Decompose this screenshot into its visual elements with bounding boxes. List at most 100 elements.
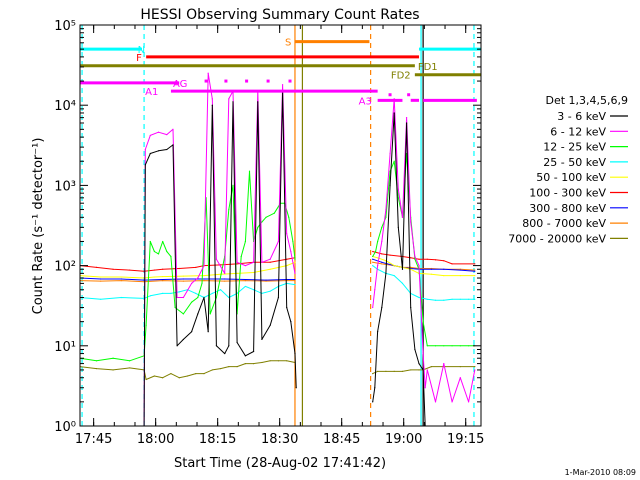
- point-6-12-kev-0-14: [224, 272, 226, 274]
- point-3-6-kev-0-4: [166, 148, 168, 151]
- legend-label-1: 6 - 12 keV: [550, 125, 606, 138]
- point-25-50-kev-0-4: [149, 295, 151, 297]
- point-6-12-kev-0-23: [277, 240, 280, 243]
- flag-label-s: S: [285, 38, 291, 49]
- point-6-12-kev-0-2: [149, 134, 151, 137]
- point-100-300-kev-1-7: [434, 259, 437, 261]
- point-3-6-kev-0-21: [261, 338, 263, 341]
- point-6-12-kev-0-1: [144, 148, 146, 151]
- point-6-12-kev-0-6: [176, 296, 178, 299]
- series-6-12-kev-segment-0: [143, 72, 296, 426]
- point-7000-20000-kev-1-1: [377, 370, 379, 372]
- point-100-300-kev-1-6: [426, 258, 428, 260]
- legend-label-5: 100 - 300 keV: [529, 187, 606, 200]
- point-7000-20000-kev-0-1: [95, 367, 98, 370]
- point-300-800-kev-0-6: [203, 278, 205, 280]
- point-6-12-kev-1-15: [426, 369, 428, 371]
- point-7000-20000-kev-0-7: [162, 377, 164, 379]
- point-6-12-kev-0-22: [269, 258, 271, 260]
- point-3-6-kev-0-18: [244, 355, 246, 357]
- legend-label-0: 3 - 6 keV: [557, 110, 606, 123]
- point-12-25-kev-0-3: [129, 360, 131, 362]
- series-6-12-kev-segment-1: [372, 98, 476, 403]
- point-6-12-kev-0-13: [215, 258, 218, 260]
- point-12-25-kev-0-13: [182, 313, 184, 315]
- point-3-6-kev-0-7: [182, 338, 184, 341]
- point-300-800-kev-0-11: [294, 278, 296, 281]
- y-tick-label-5: 10⁵: [54, 19, 76, 34]
- point-100-300-kev-0-1: [95, 266, 98, 268]
- point-50-100-kev-0-13: [294, 261, 296, 263]
- point-100-300-kev-1-0: [372, 250, 374, 253]
- flag-dot-2: [245, 79, 249, 83]
- point-25-50-kev-0-7: [178, 291, 180, 293]
- point-12-25-kev-0-10: [166, 250, 168, 253]
- point-6-12-kev-1-10: [410, 221, 412, 223]
- y-tick-label-1: 10¹: [54, 340, 76, 355]
- point-3-6-kev-0-12: [211, 104, 213, 106]
- point-100-300-kev-0-3: [129, 269, 131, 271]
- point-6-12-kev-0-18: [244, 265, 246, 267]
- point-6-12-kev-1-14: [424, 387, 426, 389]
- point-12-25-kev-1-6: [393, 160, 395, 162]
- point-7000-20000-kev-0-8: [170, 373, 172, 375]
- point-100-300-kev-1-9: [451, 263, 453, 265]
- point-7000-20000-kev-1-4: [401, 370, 404, 372]
- point-6-12-kev-0-27: [294, 272, 296, 274]
- point-3-6-kev-0-25: [286, 306, 288, 309]
- point-25-50-kev-1-10: [451, 298, 453, 300]
- point-12-25-kev-1-11: [414, 258, 416, 260]
- legend-label-7: 800 - 7000 keV: [522, 217, 606, 230]
- point-3-6-kev-0-28: [295, 387, 297, 389]
- point-100-300-kev-0-5: [153, 269, 156, 271]
- point-25-50-kev-0-21: [294, 283, 296, 286]
- point-100-300-kev-1-10: [474, 263, 476, 265]
- legend: Det 1,3,4,5,6,9 3 - 6 keV 6 - 12 keV 12 - 2…: [508, 94, 628, 245]
- x-tick-label-3: 18:30: [261, 432, 298, 447]
- point-800-7000-kev-0-6: [203, 280, 205, 282]
- chart-title: HESSI Observing Summary Count Rates: [140, 7, 419, 23]
- point-800-7000-kev-0-11: [294, 280, 296, 282]
- point-7000-20000-kev-0-5: [145, 378, 147, 381]
- point-50-100-kev-1-9: [459, 275, 461, 277]
- point-6-12-kev-0-7: [182, 296, 184, 299]
- y-tick-label-2: 10²: [54, 260, 76, 275]
- point-25-50-kev-0-13: [228, 296, 230, 299]
- point-7000-20000-kev-0-12: [203, 373, 205, 375]
- point-3-6-kev-0-15: [228, 345, 230, 347]
- point-6-12-kev-1-1: [374, 289, 376, 291]
- point-6-12-kev-0-10: [203, 265, 205, 267]
- point-7000-20000-kev-0-17: [244, 362, 246, 365]
- point-25-50-kev-1-9: [443, 299, 445, 301]
- point-800-7000-kev-0-7: [224, 280, 226, 282]
- point-6-12-kev-0-15: [228, 98, 230, 100]
- point-12-25-kev-1-18: [459, 345, 461, 347]
- point-12-25-kev-0-19: [215, 296, 218, 299]
- plot-area: [80, 25, 481, 426]
- point-300-800-kev-0-9: [265, 279, 267, 281]
- point-7000-20000-kev-1-5: [410, 369, 412, 371]
- point-12-25-kev-1-7: [397, 197, 399, 199]
- flag-label-n: N: [138, 45, 145, 56]
- point-12-25-kev-0-35: [292, 240, 294, 243]
- legend-label-2: 12 - 25 keV: [543, 141, 606, 154]
- point-3-6-kev-1-12: [418, 362, 420, 365]
- point-6-12-kev-0-26: [290, 250, 292, 253]
- point-7000-20000-kev-0-11: [195, 373, 197, 375]
- point-7000-20000-kev-0-9: [178, 377, 180, 379]
- point-300-800-kev-1-0: [372, 258, 374, 260]
- point-12-25-kev-0-5: [145, 324, 147, 326]
- point-12-25-kev-0-9: [162, 240, 164, 243]
- point-100-300-kev-0-11: [236, 263, 238, 265]
- series-300-800-kev-segment-0: [80, 277, 295, 281]
- point-12-25-kev-0-12: [174, 306, 176, 309]
- point-3-6-kev-1-13: [422, 369, 424, 371]
- point-50-100-kev-0-10: [253, 271, 255, 274]
- point-7000-20000-kev-0-21: [277, 360, 280, 362]
- point-12-25-kev-0-7: [153, 250, 156, 253]
- point-12-25-kev-0-26: [248, 170, 251, 172]
- point-12-25-kev-1-0: [372, 255, 374, 258]
- point-300-800-kev-1-1: [381, 261, 383, 263]
- point-3-6-kev-0-19: [253, 350, 255, 353]
